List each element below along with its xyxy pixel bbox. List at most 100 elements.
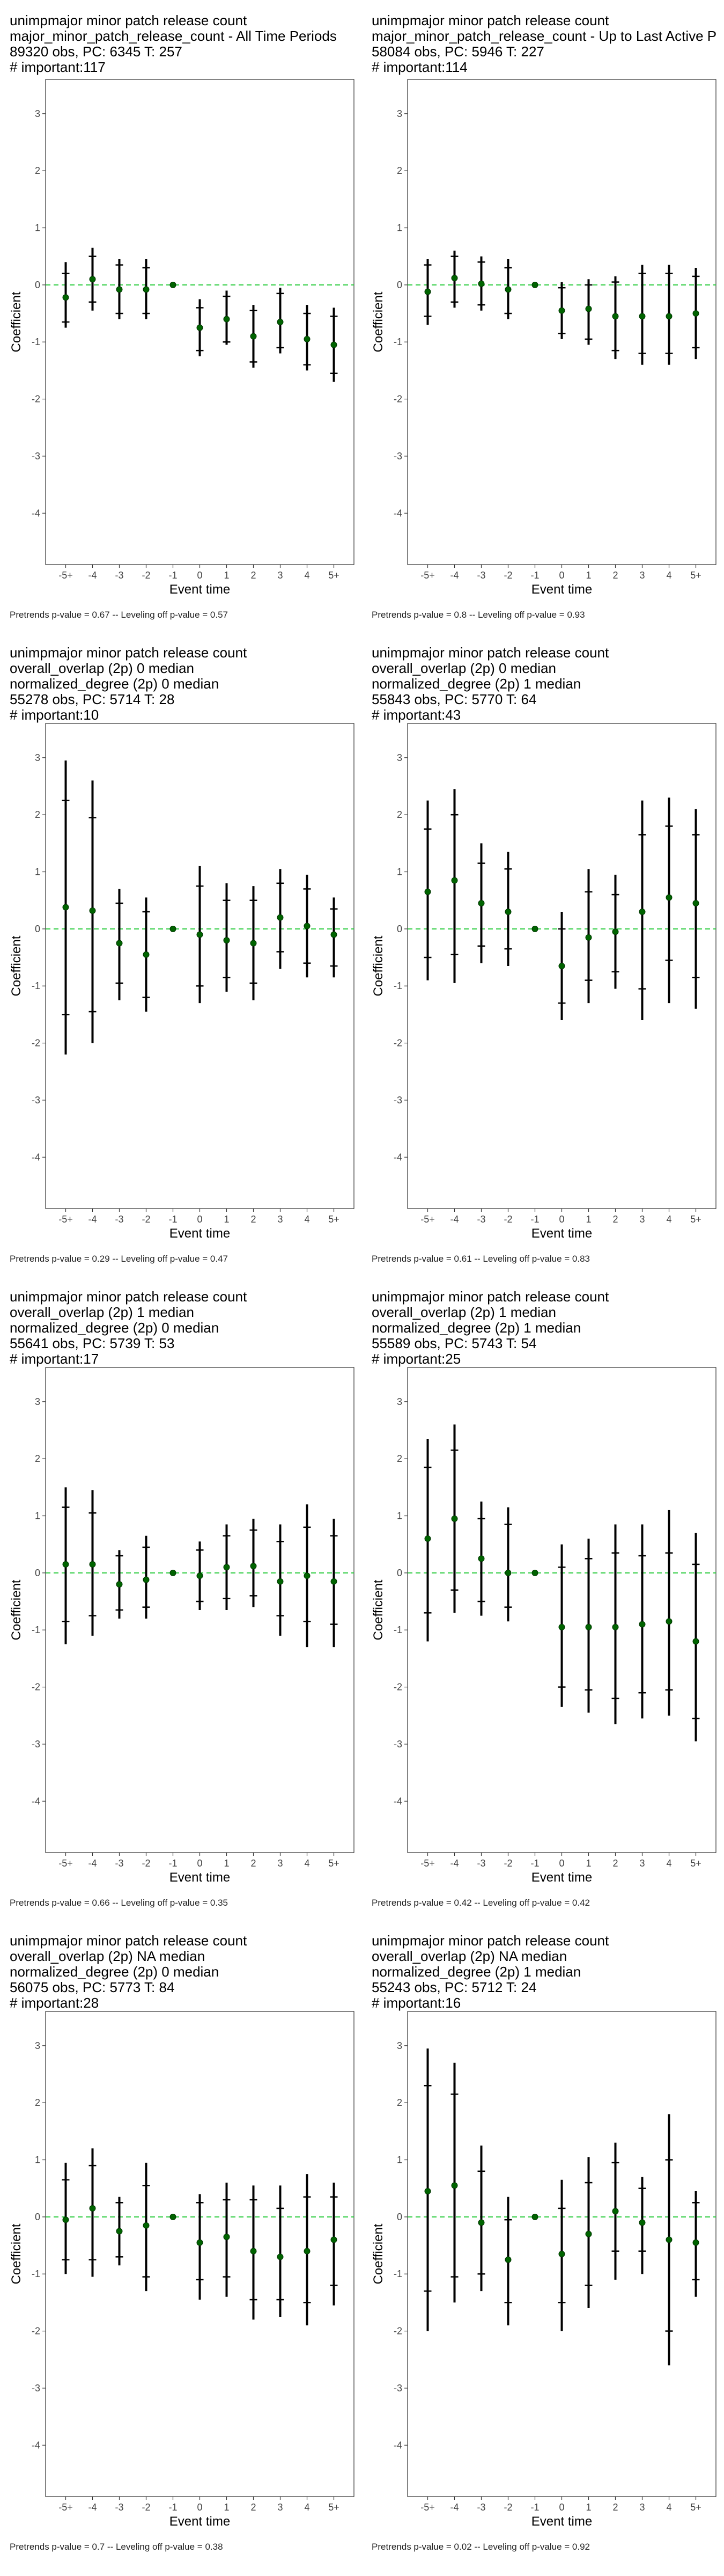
chart-panel: unimpmajor minor patch release count majo… bbox=[362, 0, 724, 644]
coefficient-point bbox=[304, 2248, 311, 2255]
chart-title-line: unimpmajor minor patch release count bbox=[10, 1289, 247, 1305]
coefficient-plot: -4 -3 -2 -1 0 1 2 3 -5+ -4 -3 -2 -1 0 1 2 3 4 5+ Event time… bbox=[9, 723, 354, 1241]
x-tick-label: 5+ bbox=[690, 2502, 701, 2513]
y-tick-label: -4 bbox=[32, 508, 40, 518]
chart-title-line: unimpmajor minor patch release count bbox=[10, 1933, 247, 1949]
y-tick-label: -2 bbox=[394, 1682, 402, 1693]
chart-title-line: # important:16 bbox=[372, 1995, 461, 2011]
coefficient-point bbox=[505, 2256, 512, 2263]
x-tick-label: -5+ bbox=[420, 1214, 435, 1225]
coefficient-point bbox=[505, 908, 512, 915]
y-tick-label: -1 bbox=[32, 1624, 40, 1635]
x-tick-label: -2 bbox=[142, 1858, 150, 1869]
coefficient-point bbox=[478, 1555, 485, 1562]
x-tick-label: 4 bbox=[304, 570, 309, 581]
y-tick-label: 1 bbox=[35, 223, 40, 233]
y-tick-label: -3 bbox=[394, 1095, 402, 1106]
y-tick-label: 3 bbox=[397, 2040, 402, 2051]
y-tick-label: 1 bbox=[397, 223, 402, 233]
x-tick-label: -3 bbox=[477, 1214, 485, 1225]
chart-title: unimpmajor minor patch release count over… bbox=[372, 645, 609, 723]
x-tick-label: -4 bbox=[88, 1858, 97, 1869]
x-tick-label: -4 bbox=[450, 2502, 459, 2513]
x-axis-title: Event time bbox=[169, 1226, 230, 1241]
chart-title-line: normalized_degree (2p) 0 median bbox=[10, 1320, 219, 1336]
coefficient-point bbox=[424, 1535, 431, 1542]
coefficient-plot: -4 -3 -2 -1 0 1 2 3 -5+ -4 -3 -2 -1 0 1 2 3 4 5+ Event time… bbox=[9, 2011, 354, 2529]
chart-title-line: overall_overlap (2p) 1 median bbox=[372, 1304, 556, 1321]
x-axis-title: Event time bbox=[531, 2514, 592, 2529]
x-tick-label: -1 bbox=[168, 1858, 177, 1869]
x-tick-label: -3 bbox=[477, 570, 485, 581]
chart-title-line: 55843 obs, PC: 5770 T: 64 bbox=[372, 691, 537, 708]
chart-title-line: unimpmajor minor patch release count bbox=[372, 1933, 609, 1949]
y-tick-label: -1 bbox=[394, 2268, 402, 2279]
y-tick-label: 1 bbox=[35, 867, 40, 877]
y-axis-title: Coefficient bbox=[9, 1579, 24, 1640]
x-tick-label: 0 bbox=[197, 570, 202, 581]
y-tick-label: -1 bbox=[394, 1624, 402, 1635]
x-tick-label: 3 bbox=[277, 1858, 283, 1869]
x-tick-label: 0 bbox=[559, 1214, 564, 1225]
y-tick-label: -1 bbox=[394, 336, 402, 347]
x-tick-label: 1 bbox=[586, 2502, 591, 2513]
x-tick-label: -4 bbox=[450, 1214, 459, 1225]
y-tick-label: -3 bbox=[32, 2383, 40, 2394]
y-tick-label: 0 bbox=[35, 280, 40, 290]
chart-title: unimpmajor minor patch release count over… bbox=[10, 1933, 247, 2011]
p-value-footer: Pretrends p-value = 0.02 -- Leveling off… bbox=[372, 2542, 590, 2552]
coefficient-point bbox=[89, 907, 96, 914]
y-tick-label: -2 bbox=[394, 1038, 402, 1049]
coefficient-point bbox=[116, 940, 123, 947]
coefficient-point bbox=[89, 2205, 96, 2212]
coefficient-point bbox=[585, 2230, 592, 2237]
coefficient-plot: -4 -3 -2 -1 0 1 2 3 -5+ -4 -3 -2 -1 0 1 2 3 4 5+ Event time… bbox=[371, 723, 716, 1241]
x-tick-label: 5+ bbox=[328, 570, 339, 581]
coefficient-point bbox=[277, 2253, 284, 2260]
x-tick-label: -5+ bbox=[58, 1858, 73, 1869]
coefficient-point bbox=[62, 294, 69, 301]
coefficient-point bbox=[143, 286, 150, 293]
coefficient-point bbox=[531, 2213, 538, 2220]
x-tick-label: 2 bbox=[250, 570, 256, 581]
y-tick-label: -2 bbox=[32, 2326, 40, 2337]
y-tick-label: 0 bbox=[35, 924, 40, 934]
coefficient-point bbox=[169, 281, 176, 288]
coefficient-point bbox=[558, 307, 565, 314]
x-tick-label: 1 bbox=[224, 1858, 229, 1869]
x-tick-label: -4 bbox=[88, 570, 97, 581]
coefficient-point bbox=[169, 925, 176, 932]
coefficient-point bbox=[558, 963, 565, 969]
chart-title-line: unimpmajor minor patch release count bbox=[10, 12, 247, 28]
chart-title-line: 55589 obs, PC: 5743 T: 54 bbox=[372, 1335, 537, 1352]
y-tick-label: -1 bbox=[32, 336, 40, 347]
x-tick-label: 1 bbox=[224, 570, 229, 581]
chart-title-line: # important:17 bbox=[10, 1351, 99, 1367]
x-tick-label: 5+ bbox=[328, 1858, 339, 1869]
x-tick-label: 3 bbox=[277, 570, 283, 581]
y-tick-label: 1 bbox=[397, 867, 402, 877]
coefficient-point bbox=[304, 335, 311, 342]
y-tick-label: 2 bbox=[35, 809, 40, 820]
y-tick-label: 3 bbox=[397, 752, 402, 763]
y-tick-label: 1 bbox=[397, 1511, 402, 1521]
x-tick-label: 0 bbox=[197, 1858, 202, 1869]
chart-title-line: 58084 obs, PC: 5946 T: 227 bbox=[372, 43, 544, 60]
chart-panel: unimpmajor minor patch release count over… bbox=[362, 1932, 724, 2576]
coefficient-point bbox=[478, 280, 485, 287]
chart-title: unimpmajor minor patch release count over… bbox=[10, 1289, 247, 1367]
y-tick-label: 0 bbox=[35, 2212, 40, 2222]
x-tick-label: 2 bbox=[612, 1214, 618, 1225]
coefficient-point bbox=[424, 288, 431, 295]
y-tick-label: 1 bbox=[35, 1511, 40, 1521]
y-tick-label: 2 bbox=[35, 2097, 40, 2108]
y-tick-label: -2 bbox=[394, 2326, 402, 2337]
chart-panel: unimpmajor minor patch release count over… bbox=[0, 1288, 362, 1932]
chart-title-line: major_minor_patch_release_count - All Ti… bbox=[10, 28, 337, 45]
x-tick-label: 2 bbox=[250, 1858, 256, 1869]
y-tick-label: 3 bbox=[35, 1396, 40, 1407]
coefficient-point bbox=[666, 2236, 673, 2243]
coefficient-point bbox=[223, 1564, 230, 1571]
x-tick-label: 5+ bbox=[690, 570, 701, 581]
chart-title-line: # important:117 bbox=[10, 59, 106, 76]
